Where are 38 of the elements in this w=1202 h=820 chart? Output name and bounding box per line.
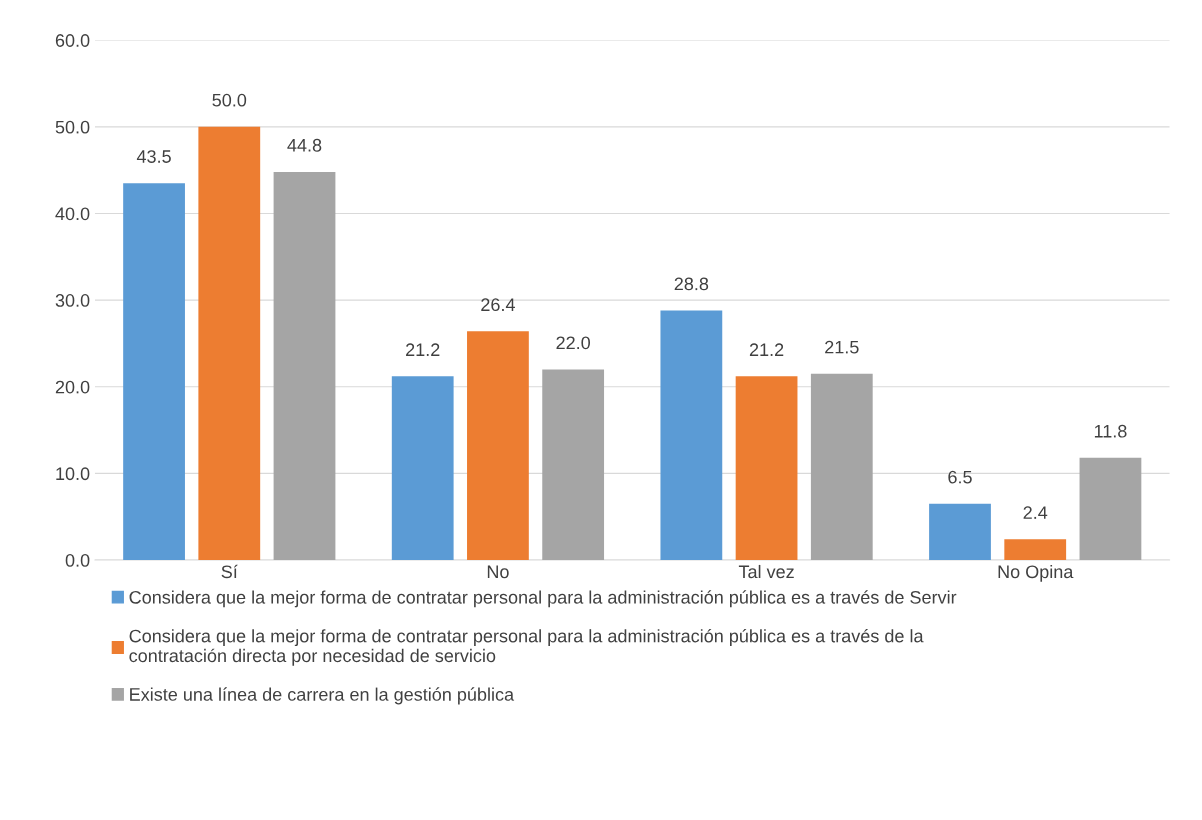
bar xyxy=(273,171,336,561)
bar xyxy=(1004,539,1067,561)
data-label: 2.4 xyxy=(1023,506,1048,519)
data-label: 26.4 xyxy=(481,298,515,312)
y-tick-label: 30.0 xyxy=(55,294,90,307)
data-label: 6.5 xyxy=(948,470,972,484)
data-label: 28.8 xyxy=(674,277,709,291)
data-label: 22.0 xyxy=(556,336,591,350)
legend-label: Existe una línea de carrera en la gestión pública xyxy=(130,687,515,705)
x-tick-label: No xyxy=(487,565,509,579)
y-tick-label: 60.0 xyxy=(55,34,90,47)
y-tick-label: 0.0 xyxy=(65,553,90,567)
bar xyxy=(735,376,798,561)
y-tick-label: 20.0 xyxy=(55,380,90,394)
legend-label: Considera que la mejor forma de contratar personal para la administración pública es a través de la contratación directa por necesidad de servicio xyxy=(129,628,924,666)
bar xyxy=(391,376,454,561)
bar xyxy=(123,183,185,561)
x-tick-label: No Opina xyxy=(998,564,1074,582)
data-label: 21.5 xyxy=(825,340,859,354)
legend-label: Considera que la mejor forma de contratar personal para la administración pública es a través de Servir xyxy=(129,590,957,608)
data-label: 21.2 xyxy=(749,343,784,356)
bar xyxy=(929,503,991,561)
x-tick-label: Sí xyxy=(221,564,238,579)
data-label: 50.0 xyxy=(212,93,247,107)
data-label: 21.2 xyxy=(406,343,440,356)
x-tick-label: Tal vez xyxy=(738,564,794,579)
y-tick-label: 40.0 xyxy=(55,207,90,221)
bar xyxy=(467,331,529,561)
bar xyxy=(542,369,605,561)
y-tick-label: 10.0 xyxy=(56,467,90,481)
bar xyxy=(1079,457,1142,561)
data-label: 11.8 xyxy=(1094,424,1127,438)
data-label: 43.5 xyxy=(136,150,171,163)
bar xyxy=(198,126,261,561)
y-tick-label: 50.0 xyxy=(55,120,90,134)
bar xyxy=(810,373,873,561)
data-label: 44.8 xyxy=(287,138,322,152)
bar xyxy=(660,310,723,561)
